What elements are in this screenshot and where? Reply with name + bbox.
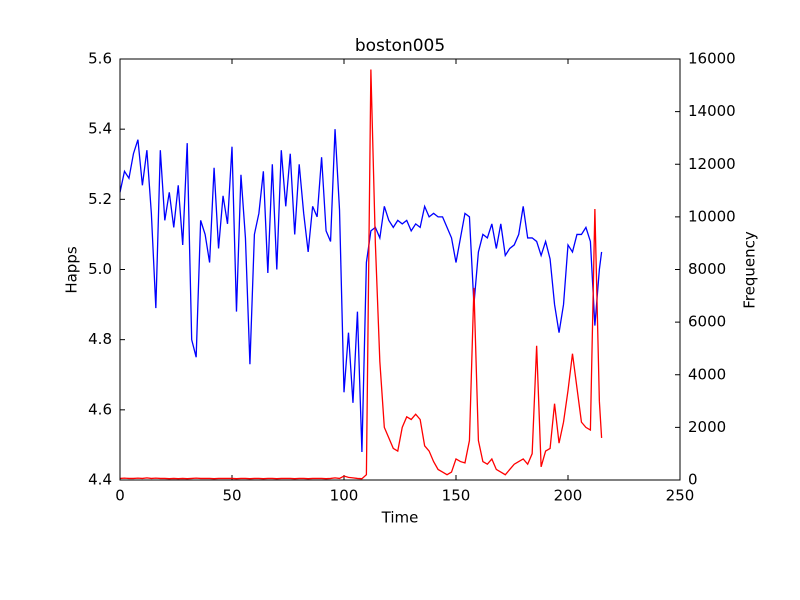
plot-frame (119, 58, 681, 481)
y2-tick-label: 0 (688, 471, 698, 489)
x-tick-label: 0 (115, 487, 125, 505)
y2-tick-label: 14000 (688, 102, 736, 120)
y2-tick-label: 4000 (688, 365, 726, 383)
y2-tick-label: 6000 (688, 313, 726, 331)
y2-tick-label: 12000 (688, 155, 736, 173)
x-tick-label: 200 (554, 487, 583, 505)
y-tick-label: 4.8 (88, 330, 112, 348)
y-tick-label: 4.6 (88, 400, 112, 418)
x-tick-label: 50 (222, 487, 241, 505)
y2-tick-label: 10000 (688, 207, 736, 225)
y2-axis-label: Frequency (741, 231, 759, 309)
y2-tick-label: 16000 (688, 50, 736, 68)
y2-tick-label: 2000 (688, 418, 726, 436)
line-series (119, 129, 603, 452)
x-tick-label: 250 (666, 487, 695, 505)
y2-tick-label: 8000 (688, 260, 726, 278)
line-series (119, 69, 603, 480)
y-tick-label: 5.2 (88, 190, 112, 208)
y-tick-label: 4.4 (88, 471, 112, 489)
y-tick-label: 5.0 (88, 260, 112, 278)
x-tick-label: 150 (442, 487, 471, 505)
y-tick-label: 5.6 (88, 50, 112, 68)
x-axis-label: Time (381, 509, 419, 527)
chart-title: boston005 (355, 36, 445, 56)
y-tick-label: 5.4 (88, 120, 112, 138)
x-tick-label: 100 (330, 487, 359, 505)
y-axis-label: Happs (63, 246, 81, 294)
